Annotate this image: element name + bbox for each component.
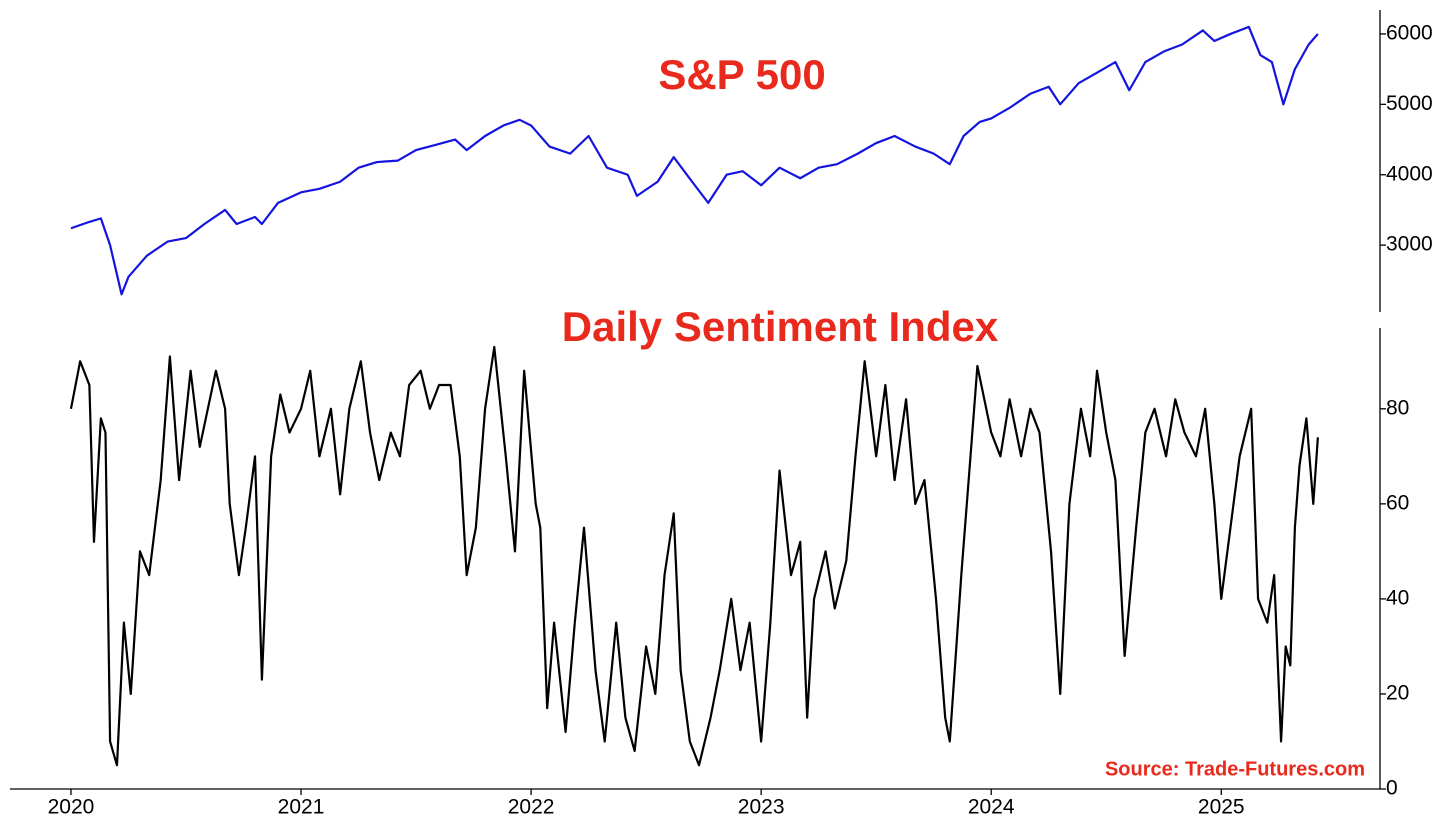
source-annotation: Source: Trade-Futures.com — [1105, 758, 1365, 780]
chart-title: Daily Sentiment Index — [562, 303, 999, 350]
x-tick-label: 2020 — [48, 796, 95, 819]
y-tick-label: 5000 — [1386, 92, 1433, 115]
x-tick-label: 2022 — [508, 796, 555, 819]
chart-title: S&P 500 — [658, 51, 825, 98]
x-tick-label: 2024 — [968, 796, 1015, 819]
y-tick-label: 20 — [1386, 681, 1409, 704]
x-tick-label: 2021 — [278, 796, 325, 819]
y-tick-label: 3000 — [1386, 233, 1433, 256]
data-line — [70, 25, 1319, 296]
y-tick-label: 40 — [1386, 586, 1409, 609]
x-tick-label: 2023 — [738, 796, 785, 819]
y-tick-label: 80 — [1386, 396, 1409, 419]
y-tick-label: 60 — [1386, 491, 1409, 514]
x-tick-label: 2025 — [1198, 796, 1245, 819]
y-tick-label: 4000 — [1386, 162, 1433, 185]
y-tick-label: 0 — [1386, 777, 1398, 800]
y-tick-label: 6000 — [1386, 21, 1433, 44]
data-line — [69, 345, 1319, 767]
